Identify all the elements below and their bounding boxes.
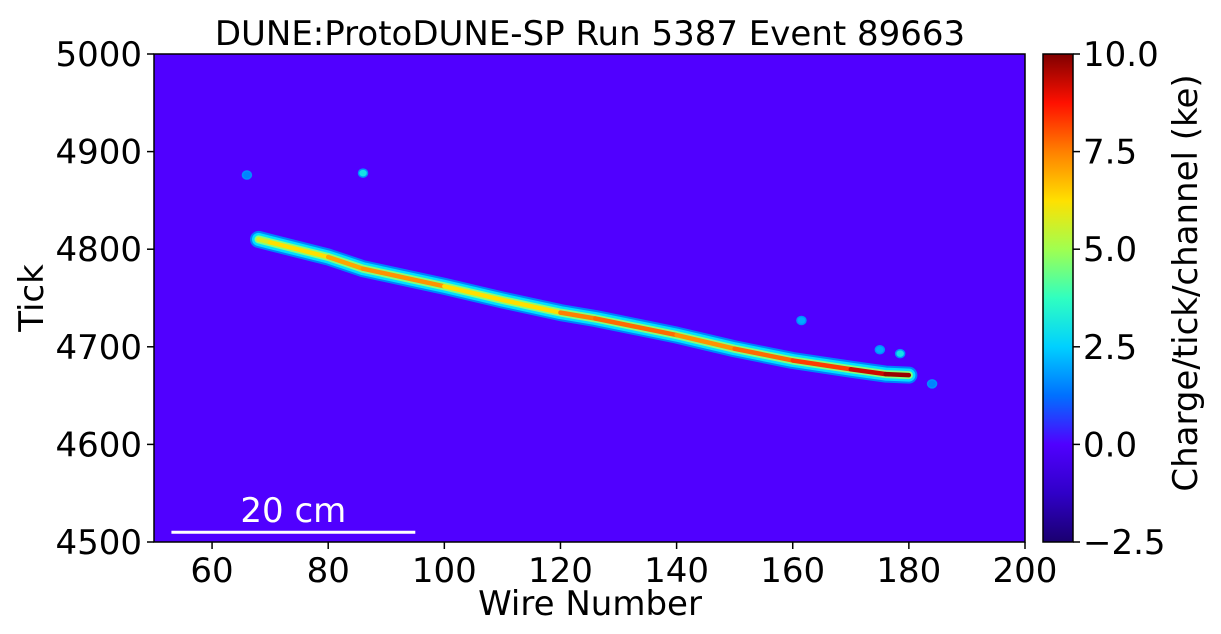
y-axis-label: Tick <box>12 264 52 333</box>
x-tick-label: 60 <box>190 551 233 591</box>
isolated-hit <box>926 379 938 389</box>
x-axis-label: Wire Number <box>478 584 702 624</box>
y-tick-label: 4800 <box>55 230 142 270</box>
y-tick-label: 4900 <box>55 133 142 173</box>
y-tick-label: 4700 <box>55 328 142 368</box>
y-tick-label: 4600 <box>55 425 142 465</box>
chart-title: DUNE:ProtoDUNE-SP Run 5387 Event 89663 <box>215 14 965 54</box>
scale-bar-label: 20 cm <box>240 491 346 531</box>
colorbar-tick-label: 0.0 <box>1083 425 1137 465</box>
track-segment <box>500 297 563 315</box>
x-tick-label: 200 <box>993 551 1058 591</box>
isolated-hit <box>874 344 886 355</box>
x-tick-label: 100 <box>412 551 477 591</box>
colorbar-gradient <box>1042 53 1074 543</box>
y-tick-label: 4500 <box>55 523 142 563</box>
isolated-hit <box>241 170 253 180</box>
x-tick-label: 140 <box>644 551 709 591</box>
track-segment <box>325 254 366 271</box>
isolated-hit <box>894 348 906 359</box>
x-tick-label: 120 <box>528 551 593 591</box>
isolated-hits <box>241 168 938 389</box>
track-segment <box>883 371 912 378</box>
track-segment <box>848 366 888 377</box>
isolated-hit <box>796 315 807 326</box>
colorbar-label: Charge/tick/channel (ke) <box>1166 74 1206 491</box>
colorbar: −2.5 0.0 2.5 5.0 7.5 10.0 Charge/tick/channel… <box>1042 35 1206 563</box>
track-segment <box>674 332 737 352</box>
track-segment <box>732 346 795 363</box>
plot-frame <box>153 53 1026 543</box>
colorbar-ticks: −2.5 0.0 2.5 5.0 7.5 10.0 <box>1073 35 1166 563</box>
x-tick-label: 160 <box>760 551 825 591</box>
x-axis: 60 80 100 120 140 160 180 200 <box>190 542 1057 591</box>
colorbar-tick-label: 7.5 <box>1083 133 1137 173</box>
colorbar-tick-label: 5.0 <box>1083 230 1137 270</box>
x-tick-label: 180 <box>876 551 941 591</box>
isolated-hit <box>357 168 369 178</box>
track-segment <box>442 284 505 303</box>
x-tick-label: 80 <box>307 551 350 591</box>
plot-area <box>154 54 1025 542</box>
y-axis: 4500 4600 4700 4800 4900 5000 <box>55 35 154 563</box>
y-tick-label: 5000 <box>55 35 142 75</box>
track-layer <box>241 168 938 389</box>
track-core <box>256 237 912 378</box>
colorbar-tick-label: 2.5 <box>1083 328 1137 368</box>
track-segment <box>593 316 679 338</box>
track-segment <box>790 358 854 372</box>
scale-bar: 20 cm <box>171 491 416 534</box>
track-segment <box>360 266 447 289</box>
track-segment <box>267 240 331 260</box>
colorbar-tick-label: −2.5 <box>1083 523 1166 563</box>
colorbar-tick-label: 10.0 <box>1083 35 1159 75</box>
track-segment <box>558 310 598 321</box>
